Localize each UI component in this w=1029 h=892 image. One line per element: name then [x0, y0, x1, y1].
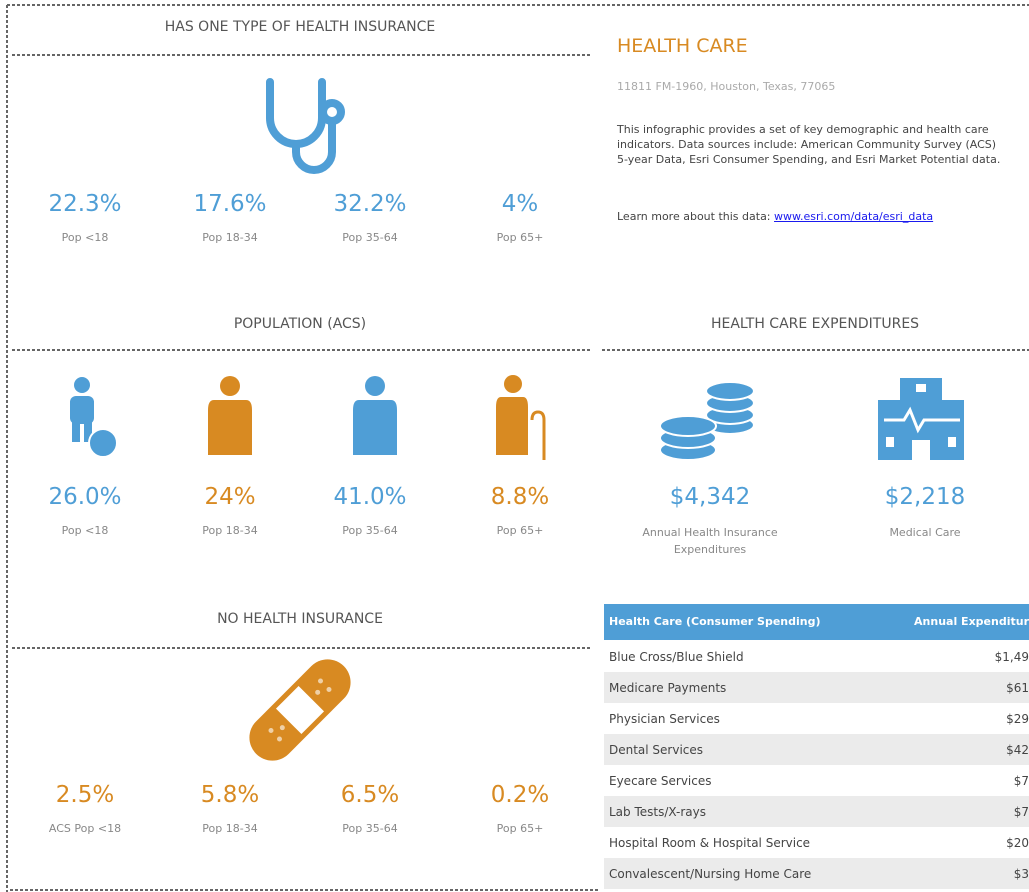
- cell: $7: [1013, 805, 1029, 819]
- cell: $20: [1006, 836, 1029, 850]
- cell: $29: [1006, 712, 1029, 726]
- cell: Hospital Room & Hospital Service: [609, 836, 811, 850]
- table-header-bg: [604, 604, 1029, 640]
- hospital-icon: [878, 378, 964, 460]
- table-row: Eyecare Services $7: [604, 765, 1029, 796]
- stat-label: Pop 18-34: [202, 822, 258, 835]
- cell: $7: [1013, 774, 1029, 788]
- stat-value: 4%: [501, 191, 539, 217]
- cell: Dental Services: [609, 743, 704, 757]
- cell: Physician Services: [609, 712, 720, 726]
- stat-value: $2,218: [884, 484, 966, 510]
- stat-label: Medical Care: [889, 526, 961, 539]
- stat-value: 17.6%: [193, 191, 267, 217]
- stat-label: ACS Pop <18: [48, 822, 122, 835]
- table-header: Health Care (Consumer Spending) Annual Ex…: [604, 604, 1029, 640]
- stat-value: 32.2%: [333, 191, 407, 217]
- table-row: Physician Services $29: [604, 703, 1029, 734]
- section-title: HEALTH CARE EXPENDITURES: [710, 316, 920, 332]
- stat-value: $4,342: [669, 484, 751, 510]
- stat-label: Pop 18-34: [202, 231, 258, 244]
- header-cell: Health Care (Consumer Spending): [609, 615, 821, 628]
- learn-more-text: Learn more about this data:: [617, 210, 771, 223]
- child-icon: [70, 377, 118, 458]
- table-row: Medicare Payments $61: [604, 672, 1029, 703]
- table-row: Convalescent/Nursing Home Care $3: [604, 858, 1029, 889]
- table-row: Blue Cross/Blue Shield $1,49: [604, 641, 1029, 672]
- bandage-icon: [249, 659, 351, 761]
- cell: $3: [1013, 867, 1029, 881]
- stat-label: Pop <18: [61, 231, 109, 244]
- stat-value: 22.3%: [48, 191, 122, 217]
- cell: Convalescent/Nursing Home Care: [609, 867, 812, 881]
- adult-icon: [353, 376, 397, 455]
- cell: Medicare Payments: [609, 681, 727, 695]
- stat-label: Pop 65+: [496, 231, 544, 244]
- coins-icon: [659, 381, 755, 461]
- stat-value: 6.5%: [340, 782, 400, 808]
- cell: Lab Tests/X-rays: [609, 805, 706, 819]
- table-row: Hospital Room & Hospital Service $20: [604, 827, 1029, 858]
- cell: $1,49: [994, 650, 1029, 664]
- section-title: POPULATION (ACS): [233, 316, 367, 332]
- stat-label: Pop 65+: [496, 524, 544, 537]
- adult-icon: [208, 376, 252, 455]
- stat-value: 2.5%: [55, 782, 115, 808]
- stat-value: 5.8%: [200, 782, 260, 808]
- stat-label: Pop 35-64: [342, 231, 398, 244]
- senior-icon: [496, 375, 546, 460]
- cell: $42: [1006, 743, 1029, 757]
- cell: Blue Cross/Blue Shield: [609, 650, 744, 664]
- cell: Eyecare Services: [609, 774, 712, 788]
- learn-more: Learn more about this data: www.esri.com…: [617, 210, 933, 223]
- table-row: Dental Services $42: [604, 734, 1029, 765]
- stat-value: 24%: [204, 484, 256, 510]
- stat-label: Pop 18-34: [202, 524, 258, 537]
- stat-value: 8.8%: [490, 484, 550, 510]
- section-title: HAS ONE TYPE OF HEALTH INSURANCE: [164, 19, 436, 35]
- title: HEALTH CARE: [617, 35, 748, 57]
- row-stripes: [604, 672, 1029, 889]
- stat-label: Pop 65+: [496, 822, 544, 835]
- header-cell: Annual Expenditur: [914, 615, 1029, 628]
- stat-value: 26.0%: [48, 484, 122, 510]
- borders: [6, 4, 1029, 892]
- section-title: NO HEALTH INSURANCE: [217, 611, 383, 627]
- link[interactable]: www.esri.com/data/esri_data: [774, 210, 934, 223]
- table-row: Lab Tests/X-rays $7: [604, 796, 1029, 827]
- stethoscope-icon: [266, 78, 345, 174]
- stat-value: 0.2%: [490, 782, 550, 808]
- cell: $61: [1006, 681, 1029, 695]
- stat-value: 41.0%: [333, 484, 407, 510]
- stat-label: Pop <18: [61, 524, 109, 537]
- stat-label: Annual Health Insurance Expenditures: [642, 526, 778, 556]
- description: This infographic provides a set of key d…: [617, 123, 1001, 166]
- stat-label: Pop 35-64: [342, 822, 398, 835]
- address: 11811 FM-1960, Houston, Texas, 77065: [617, 80, 836, 93]
- stat-label: Pop 35-64: [342, 524, 398, 537]
